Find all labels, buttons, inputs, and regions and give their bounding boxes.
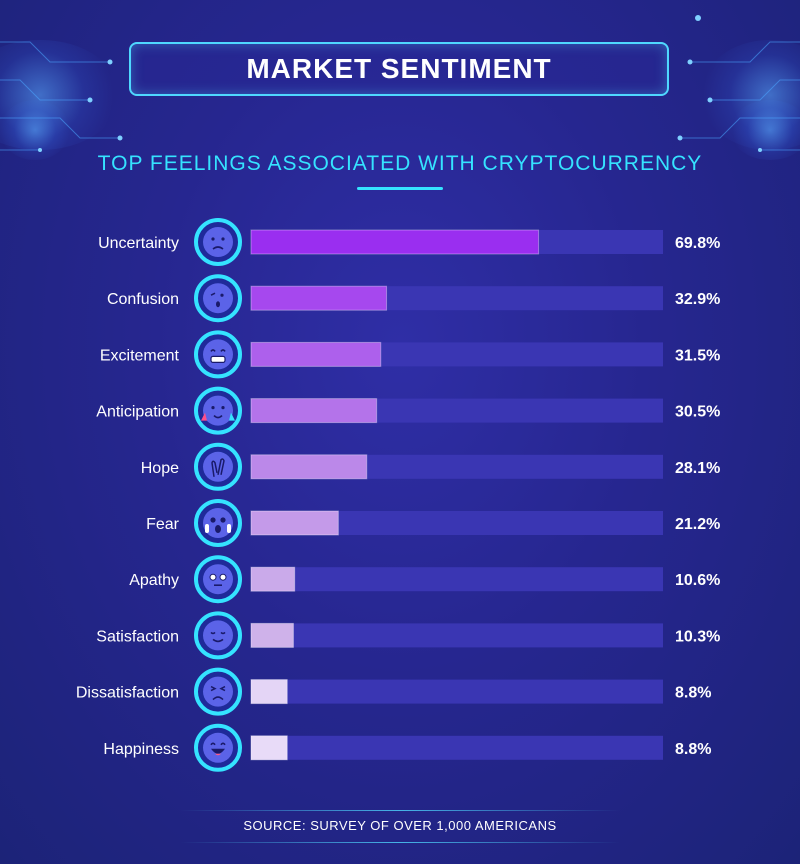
category-label: Confusion xyxy=(107,291,179,308)
worried-face-icon xyxy=(194,218,242,266)
source-note: SOURCE: SURVEY OF OVER 1,000 AMERICANS xyxy=(243,818,557,833)
crossed-fingers-icon xyxy=(194,442,242,491)
value-label: 21.2% xyxy=(675,516,720,533)
tired-face-icon xyxy=(194,667,242,716)
value-label: 31.5% xyxy=(675,347,720,364)
category-label: Apathy xyxy=(129,572,179,589)
category-label: Happiness xyxy=(103,741,179,758)
bar xyxy=(250,229,540,255)
bar-row: Excitement 31.5% xyxy=(100,330,720,379)
bar-row: Satisfaction 10.3% xyxy=(96,611,720,660)
page-title: MARKET SENTIMENT xyxy=(246,53,552,84)
relieved-face-icon xyxy=(194,611,242,660)
category-label: Dissatisfaction xyxy=(76,685,179,702)
category-label: Fear xyxy=(146,516,180,533)
source-divider-top xyxy=(180,810,620,811)
bar xyxy=(250,398,378,424)
bar xyxy=(250,622,294,648)
laughing-face-icon xyxy=(194,723,242,772)
bar-track xyxy=(251,735,663,760)
bar-row: Hope 28.1% xyxy=(141,442,720,491)
bar-row: Happiness 8.8% xyxy=(103,723,711,772)
party-face-icon xyxy=(194,386,242,435)
value-label: 8.8% xyxy=(675,741,711,758)
bar xyxy=(250,285,388,311)
bar-row: Confusion 32.9% xyxy=(107,274,720,323)
bar-chart: Uncertainty 69.8% Confusion 32.9% Excitement… xyxy=(76,218,720,772)
bar-track xyxy=(251,567,663,592)
bar-row: Uncertainty 69.8% xyxy=(98,218,720,266)
bar xyxy=(250,679,288,705)
bar-row: Dissatisfaction 8.8% xyxy=(76,667,711,716)
source-divider-bottom xyxy=(180,842,620,843)
bar-row: Anticipation 30.5% xyxy=(96,386,720,435)
value-label: 30.5% xyxy=(675,404,720,421)
bar-row: Fear 21.2% xyxy=(146,499,720,547)
bar xyxy=(250,735,288,761)
value-label: 10.3% xyxy=(675,628,720,645)
category-label: Anticipation xyxy=(96,404,179,421)
value-label: 8.8% xyxy=(675,685,711,702)
chart-subtitle: TOP FEELINGS ASSOCIATED WITH CRYPTOCURRE… xyxy=(97,152,703,175)
bar xyxy=(250,341,382,367)
value-label: 69.8% xyxy=(675,235,720,252)
bar xyxy=(250,566,296,592)
bar xyxy=(250,454,368,480)
circuit-decoration-left xyxy=(0,41,123,152)
category-label: Satisfaction xyxy=(96,628,179,645)
bar xyxy=(250,510,339,536)
category-label: Excitement xyxy=(100,347,180,364)
grinning-face-icon xyxy=(194,330,242,379)
bar-row: Apathy 10.6% xyxy=(129,555,720,604)
value-label: 28.1% xyxy=(675,460,720,477)
subtitle-underline xyxy=(357,187,443,190)
value-label: 10.6% xyxy=(675,572,720,589)
confused-face-icon xyxy=(194,274,242,323)
title-banner: MARKET SENTIMENT xyxy=(129,42,669,96)
bar-track xyxy=(251,679,663,704)
circuit-decoration-right xyxy=(677,15,800,152)
screaming-face-icon xyxy=(194,499,242,547)
value-label: 32.9% xyxy=(675,291,720,308)
category-label: Uncertainty xyxy=(98,235,179,252)
neutral-face-icon xyxy=(194,555,242,604)
category-label: Hope xyxy=(141,460,179,477)
bar-track xyxy=(251,623,663,648)
